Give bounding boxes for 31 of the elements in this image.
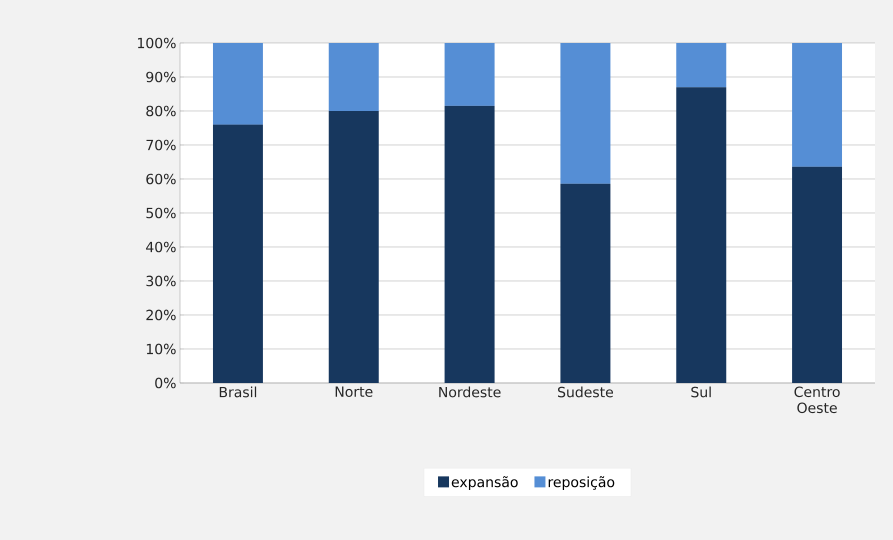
legend-label: reposição	[548, 476, 614, 490]
y-tick-label: 10%	[146, 344, 176, 354]
y-tick-label: 70%	[146, 140, 176, 150]
bar	[328, 42, 379, 111]
bar	[560, 42, 610, 184]
y-tick-label: 20%	[146, 310, 176, 320]
bar	[328, 110, 379, 383]
y-tick-label: 50%	[146, 208, 176, 218]
y-tick-label: 30%	[146, 276, 176, 286]
x-tick-label: Brasil	[220, 386, 256, 398]
bar	[676, 87, 726, 383]
bar	[444, 106, 495, 383]
y-tick-label: 60%	[146, 174, 176, 184]
legend-label: expansão	[452, 476, 518, 490]
bar	[676, 42, 726, 88]
bar	[444, 42, 495, 106]
bar	[792, 166, 842, 383]
x-tick-label: Sudeste	[558, 386, 614, 398]
bar	[212, 124, 263, 383]
y-tick-label: 80%	[146, 106, 176, 116]
y-tick-label: 40%	[146, 242, 176, 252]
y-tick-label: 100%	[138, 38, 176, 48]
bar	[212, 42, 263, 125]
x-tick-label: Nordeste	[439, 386, 501, 398]
bar	[792, 42, 842, 167]
x-tick-label: Centro Oeste	[794, 386, 840, 414]
y-tick-label: 0%	[155, 378, 176, 388]
x-tick-label: Sul	[691, 386, 711, 398]
y-tick-label: 90%	[146, 72, 176, 82]
x-tick-label: Norte	[336, 386, 372, 397]
bar	[560, 184, 610, 383]
